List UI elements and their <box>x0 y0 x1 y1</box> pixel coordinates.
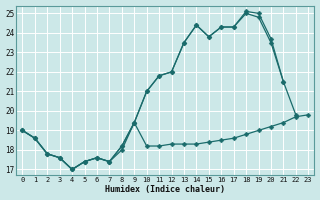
X-axis label: Humidex (Indice chaleur): Humidex (Indice chaleur) <box>105 185 225 194</box>
